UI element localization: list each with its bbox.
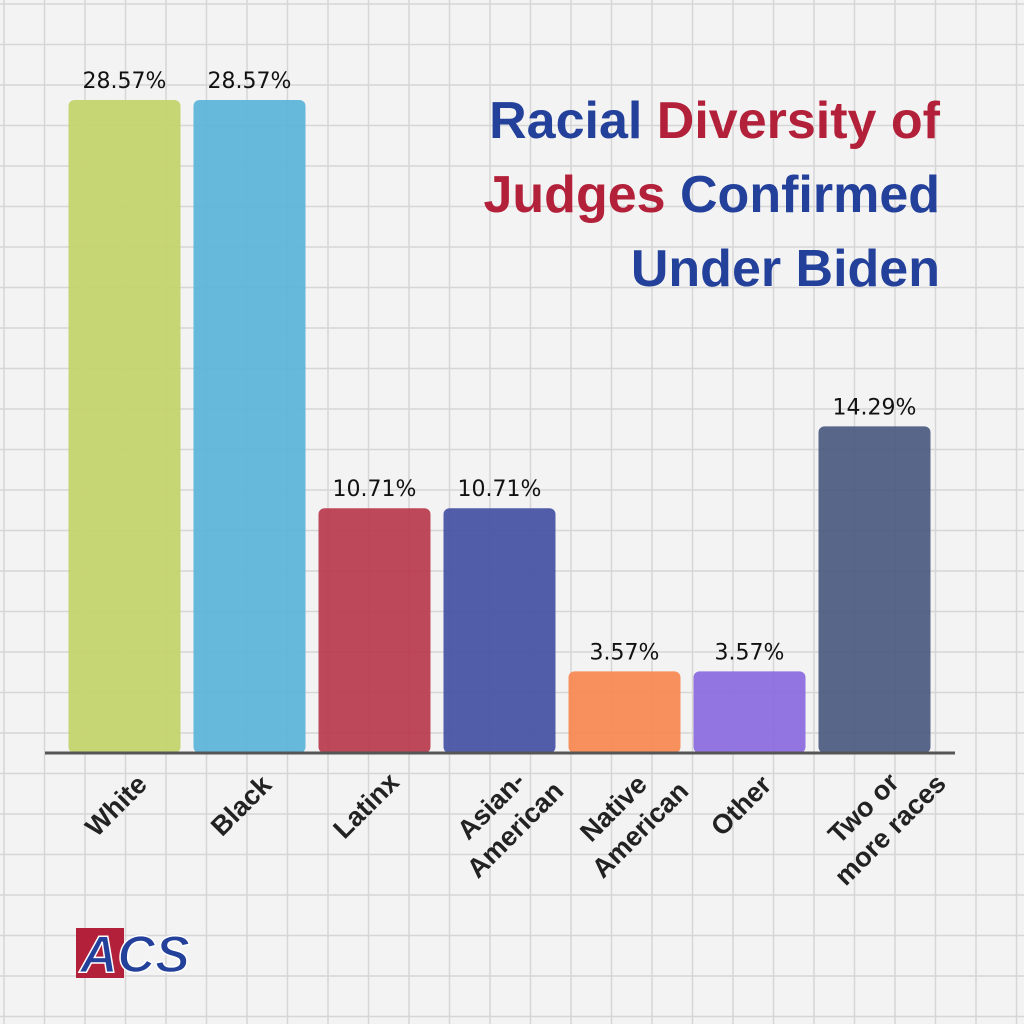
bar (693, 671, 806, 753)
bar (568, 671, 681, 753)
bar (193, 100, 306, 753)
x-tick-label: Two or more races (805, 744, 952, 891)
logo: ACS (76, 925, 191, 985)
value-label: 14.29% (833, 395, 917, 420)
bar (443, 508, 556, 753)
logo-text: ACS (78, 926, 190, 984)
bar (818, 426, 931, 753)
chart-title: Under Biden (631, 240, 940, 298)
title-part: Diversity of (657, 92, 941, 150)
bar (318, 508, 431, 753)
value-label: 28.57% (83, 69, 167, 94)
bar (68, 100, 181, 753)
value-label: 10.71% (333, 477, 417, 502)
value-label: 3.57% (590, 640, 660, 665)
x-tick-label: White (80, 769, 153, 842)
chart-title: Judges Confirmed (484, 166, 941, 224)
value-label: 10.71% (458, 477, 542, 502)
title-part: Under Biden (631, 240, 940, 298)
x-tick-label: Black (205, 769, 278, 842)
x-tick-label: Other (705, 769, 777, 841)
title-part: Racial (489, 92, 657, 150)
x-tick-label: Asian-American (437, 752, 569, 884)
logo-block (76, 928, 124, 978)
title-part: Judges (484, 166, 681, 224)
chart-title: Racial Diversity of (489, 92, 941, 150)
value-label: 3.57% (715, 640, 785, 665)
x-tick-label: Native American (562, 752, 694, 884)
value-label: 28.57% (208, 69, 292, 94)
x-tick-label: Latinx (327, 767, 404, 844)
title-part: Confirmed (680, 166, 940, 224)
